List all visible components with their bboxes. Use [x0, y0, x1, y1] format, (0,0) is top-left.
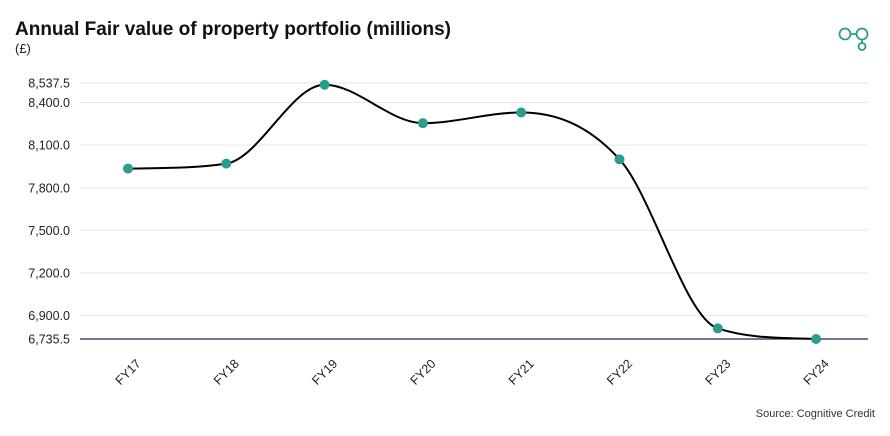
y-tick-label: 6,900.0 — [28, 309, 70, 323]
grid-layer — [80, 82, 868, 340]
chart-title: Annual Fair value of property portfolio … — [15, 19, 451, 40]
x-tick-label: FY22 — [604, 357, 635, 388]
x-tick-label: FY24 — [801, 357, 832, 388]
x-tick-label: FY17 — [113, 357, 144, 388]
x-tick-label: FY21 — [506, 357, 537, 388]
y-tick-label: 7,200.0 — [28, 267, 70, 281]
chart-subtitle: (£) — [15, 41, 31, 56]
series-line — [127, 83, 817, 340]
x-tick-label: FY18 — [211, 357, 242, 388]
x-tick-label: FY20 — [408, 357, 439, 388]
y-tick-label: 6,735.5 — [28, 333, 70, 347]
data-point-fy18[interactable] — [221, 158, 232, 169]
data-point-fy24[interactable] — [811, 334, 822, 344]
data-point-fy20[interactable] — [417, 118, 428, 129]
y-tick-label: 8,537.5 — [28, 77, 70, 91]
y-tick-label: 7,500.0 — [28, 224, 70, 238]
data-point-fy21[interactable] — [516, 107, 527, 118]
source-note: Source: Cognitive Credit — [755, 408, 875, 420]
data-point-fy22[interactable] — [614, 154, 625, 165]
data-point-fy17[interactable] — [123, 163, 133, 174]
data-point-fy19[interactable] — [319, 79, 330, 90]
series-markers — [123, 79, 822, 344]
y-tick-label: 7,800.0 — [28, 181, 70, 195]
y-tick-label: 8,400.0 — [28, 96, 70, 110]
linked-circles-icon — [838, 27, 869, 51]
y-tick-label: 8,100.0 — [28, 139, 70, 153]
series-line-layer — [127, 83, 817, 340]
x-tick-label: FY23 — [702, 357, 733, 388]
data-point-fy23[interactable] — [712, 323, 723, 334]
x-axis-ticks: FY17 FY18 FY19 FY20 FY21 FY22 FY23 FY24 — [113, 357, 832, 388]
x-tick-label: FY19 — [309, 357, 340, 388]
y-axis-ticks: 8,537.5 8,400.0 8,100.0 7,800.0 7,500.0 7,200… — [28, 77, 70, 347]
